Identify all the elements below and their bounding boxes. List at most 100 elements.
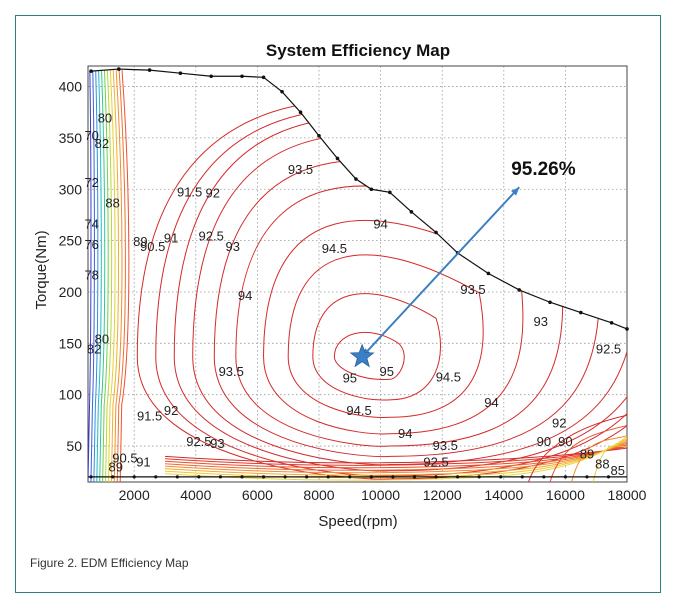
low-torque-contour <box>164 439 627 476</box>
high-speed-contour <box>592 445 627 482</box>
low-speed-contour <box>88 70 92 482</box>
baseline-point <box>520 475 524 479</box>
contour-label: 94.5 <box>346 403 371 418</box>
low-torque-contour <box>164 445 627 466</box>
envelope-point <box>240 74 244 79</box>
low-speed-contour <box>107 70 116 482</box>
baseline-point <box>348 475 352 479</box>
baseline-point <box>218 475 223 479</box>
high-speed-contour <box>527 414 627 482</box>
baseline-point <box>261 475 266 479</box>
baseline-point <box>326 475 330 479</box>
baseline-point <box>240 475 244 479</box>
contour-label: 92.5 <box>186 434 211 449</box>
baseline-point <box>477 475 481 479</box>
contour-label: 93 <box>534 314 548 329</box>
baseline-point <box>391 475 395 479</box>
contour-label: 89 <box>580 446 594 461</box>
contour-label: 94.5 <box>322 241 347 256</box>
high-speed-contour <box>549 425 627 482</box>
contour-label: 90.5 <box>140 239 165 254</box>
contour-label: 80 <box>98 110 112 125</box>
x-tick-label: 12000 <box>423 487 462 503</box>
contour-label: 91 <box>164 231 178 246</box>
envelope-point <box>89 69 93 73</box>
contour-label: 76 <box>84 237 98 252</box>
contour-label: 92.5 <box>423 455 448 470</box>
envelope-point <box>147 68 152 72</box>
low-torque-contour <box>164 442 627 471</box>
contour-label: 88 <box>105 196 119 211</box>
low-speed-contour <box>119 70 130 482</box>
baseline-point <box>154 475 158 479</box>
y-tick-label: 150 <box>59 335 83 351</box>
contour-label: 85 <box>611 463 625 478</box>
envelope-point <box>434 230 438 235</box>
contour-lines <box>88 70 627 482</box>
contour-label: 90.5 <box>112 450 137 465</box>
efficiency-contour <box>136 99 627 480</box>
contour-label: 92 <box>206 185 220 200</box>
baseline-point <box>434 475 438 479</box>
baseline-point <box>283 475 287 479</box>
peak-arrow <box>361 186 520 358</box>
y-tick-label: 200 <box>59 284 83 300</box>
x-tick-label: 14000 <box>484 487 523 503</box>
y-tick-label: 250 <box>59 233 83 249</box>
contour-label: 92 <box>552 416 566 431</box>
contour-label: 92 <box>164 403 178 418</box>
contour-label: 93 <box>210 436 224 451</box>
envelope-point <box>335 156 340 161</box>
contour-label: 93.5 <box>219 364 244 379</box>
efficiency-contour <box>312 293 442 401</box>
max-torque-envelope <box>91 68 628 330</box>
baseline-point <box>412 475 417 479</box>
contour-label: 93.5 <box>433 438 458 453</box>
contour-label: 82 <box>87 342 101 357</box>
contour-label: 91 <box>136 455 150 470</box>
efficiency-contour <box>192 133 627 466</box>
high-speed-contour <box>571 435 627 482</box>
envelope-point <box>409 210 414 214</box>
efficiency-contour <box>263 219 524 435</box>
contour-label: 80 <box>95 331 109 346</box>
arrow-head <box>510 187 520 196</box>
baseline-point <box>369 475 373 479</box>
envelope-point <box>486 271 491 276</box>
figure-caption: Figure 2. EDM Efficiency Map <box>30 556 189 570</box>
efficiency-contour <box>155 108 627 477</box>
contour-label: 89 <box>108 460 122 475</box>
x-axis-label: Speed(rpm) <box>318 513 397 530</box>
x-tick-label: 10000 <box>361 487 400 503</box>
efficiency-contour <box>213 159 600 458</box>
x-tick-label: 4000 <box>180 487 211 503</box>
contour-label: 95 <box>343 370 357 385</box>
y-tick-label: 400 <box>59 79 83 95</box>
low-speed-contour <box>93 70 99 482</box>
envelope-point <box>178 71 183 75</box>
low-speed-contour <box>90 70 95 482</box>
chart-title: System Efficiency Map <box>266 41 450 60</box>
contour-label: 74 <box>84 216 98 231</box>
contour-label: 93 <box>226 239 240 254</box>
low-speed-contour <box>113 70 123 482</box>
low-torque-contour <box>164 441 627 474</box>
envelope-point <box>517 288 521 292</box>
baseline-point <box>606 475 611 479</box>
envelope-point <box>354 177 358 181</box>
plot-area: 2000 4000 6000 8000 10000 12000 14000 16000 1800… <box>59 65 647 503</box>
baseline-point <box>89 475 93 479</box>
baseline-point <box>197 475 201 479</box>
contour-label: 70 <box>84 128 98 143</box>
x-tick-label: 6000 <box>242 487 273 503</box>
low-speed-contour <box>99 70 106 482</box>
y-tick-label: 350 <box>59 130 83 146</box>
contour-label: 72 <box>84 175 98 190</box>
contour-label: 89 <box>133 234 147 249</box>
low-speed-contour <box>102 70 109 482</box>
baseline-point <box>456 475 460 479</box>
envelope-point <box>280 89 284 94</box>
contour-label: 95 <box>380 364 394 379</box>
baseline-point <box>111 475 115 479</box>
